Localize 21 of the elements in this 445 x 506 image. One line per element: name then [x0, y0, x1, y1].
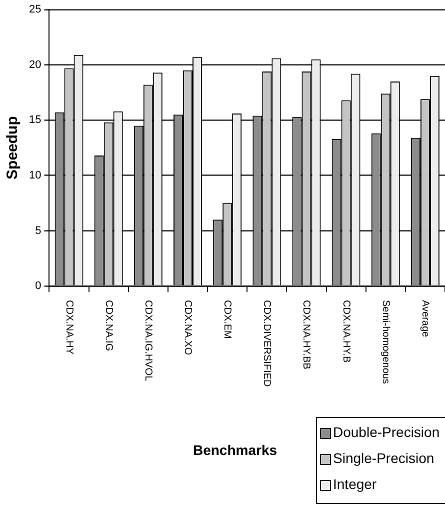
- x-tick-label: Average: [419, 300, 430, 338]
- x-tick-label: CDX.NA.IG.HVOL: [142, 300, 154, 382]
- y-tick-label: 25: [28, 4, 42, 16]
- y-tick-label: 0: [35, 280, 42, 292]
- legend-label: Double-Precision: [333, 424, 440, 440]
- x-tick-label: CDX.NA.HY.B: [340, 300, 352, 363]
- x-tick-label: CDX.NA.HY.BB: [300, 300, 312, 370]
- x-tick-label: CDX.NA.XO: [182, 300, 194, 356]
- y-axis-title: Speedup: [4, 116, 22, 180]
- y-tick-label: 20: [28, 58, 42, 71]
- y-tick-label: 10: [28, 169, 42, 182]
- legend-label: Single-Precision: [333, 450, 434, 466]
- x-tick-label: CDX.NA.HY: [63, 300, 74, 355]
- x-tick-label: CDX.EM: [222, 300, 233, 339]
- x-tick-label: Semi-homogenous: [380, 300, 391, 384]
- y-tick-label: 5: [35, 224, 42, 237]
- y-tick-label: 15: [28, 114, 42, 126]
- x-tick-label: CDX.NA.IG: [102, 300, 114, 352]
- x-tick-label: CDX.DIVERSIFIED: [261, 300, 272, 387]
- legend-label: Integer: [333, 476, 377, 492]
- x-axis-title: Benchmarks: [192, 442, 278, 458]
